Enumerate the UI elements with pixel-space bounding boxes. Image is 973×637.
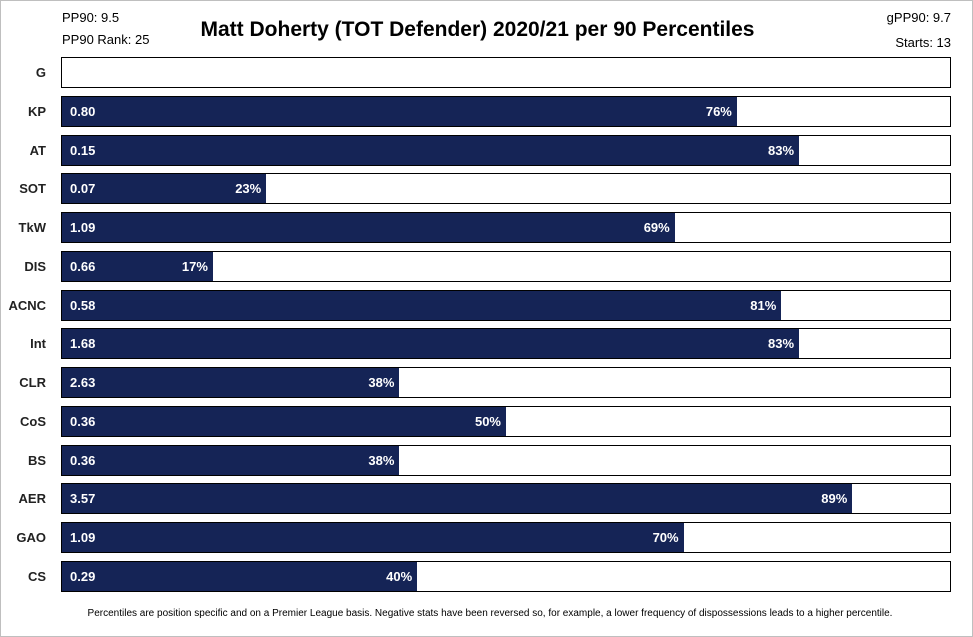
bar-percentile-label: 40% [386,569,413,584]
bar-fill-kp [62,96,737,126]
bar-value-label: 0.58 [70,297,96,313]
bar-value-label: 2.63 [70,375,96,391]
bar-fill-int [62,329,800,359]
bar-percentile-label: 83% [768,142,795,158]
bar-track-int: 1.68 83% [61,328,951,360]
category-label-cos: CoS [20,413,46,429]
bar-value-label: 1.09 [70,530,96,546]
category-label-sot: SOT [19,181,46,197]
pp90-stat: PP90: 9.5 [62,10,120,25]
bar-percentile-label: 17% [181,258,208,274]
bar-track-clr: 2.63 38% [61,367,951,399]
bar-fill-cs [62,562,418,591]
bar-track-bs: 0.36 38% [61,444,951,476]
bar-fill-acnc [62,290,782,320]
bar-track-gao: 1.09 70% [61,522,951,554]
starts-stat: Starts: 13 [895,35,951,50]
bar-value-label: 0.15 [70,142,96,158]
category-label-dis: DIS [24,258,46,274]
bar-track-tkw: 1.09 69% [61,212,951,244]
category-label-acnc: ACNC [8,297,46,313]
bar-value-label: 1.09 [70,220,96,236]
bar-value-label: 3.57 [70,491,96,507]
bar-fill-gao [62,523,684,553]
bar-percentile-label: 50% [474,413,501,429]
bar-fill-dis [62,251,213,281]
category-label-bs: BS [27,452,46,468]
bar-track-at: 0.15 83% [61,134,951,166]
category-label-gao: GAO [16,530,46,546]
category-label-cs: CS [27,569,46,584]
bar-value-label: 0.36 [70,413,96,429]
bar-percentile-label: 76% [705,103,732,119]
bar-fill-aer [62,484,853,514]
bar-value-label: 1.68 [70,336,96,352]
bar-fill-cos [62,406,506,436]
bar-fill-at [62,135,800,165]
bar-value-label: 0.29 [70,569,96,584]
pp90-rank-stat: PP90 Rank: 25 [62,32,150,47]
category-label-aer: AER [18,491,46,507]
bar-value-label: 0.07 [70,181,96,197]
bar-fill-bs [62,445,400,475]
bar-track-kp: 0.80 76% [61,95,951,127]
bar-percentile-label: 69% [643,220,670,236]
category-label-tkw: TkW [18,220,46,236]
bar-percentile-label: 38% [368,375,395,391]
category-label-kp: KP [27,103,46,119]
bar-value-label: 0.66 [70,258,96,274]
category-label-int: Int [30,336,46,352]
bar-fill-sot [62,174,267,204]
bar-percentile-label: 23% [235,181,262,197]
bar-track-g [61,57,951,88]
category-label-g: G [35,65,46,80]
gpp90-stat: gPP90: 9.7 [886,10,951,25]
bar-percentile-label: 70% [652,530,679,546]
bar-value-label: 0.80 [70,103,96,119]
bar-percentile-label: 83% [768,336,795,352]
bar-track-acnc: 0.58 81% [61,289,951,321]
category-label-at: AT [29,142,46,158]
bar-percentile-label: 81% [750,297,777,313]
bar-track-cs: 0.29 40% [61,561,951,592]
bar-fill-tkw [62,213,675,243]
chart-title: Matt Doherty (TOT Defender) 2020/21 per … [200,18,755,41]
bar-percentile-label: 89% [821,491,848,507]
bar-value-label: 0.36 [70,452,96,468]
bar-track-dis: 0.66 17% [61,250,951,282]
bar-track-sot: 0.07 23% [61,173,951,205]
footnote: Percentiles are position specific and on… [87,608,893,619]
bar-percentile-label: 38% [368,452,395,468]
bar-track-cos: 0.36 50% [61,405,951,437]
bar-fill-clr [62,368,400,398]
bar-track-aer: 3.57 89% [61,483,951,515]
category-label-clr: CLR [19,375,46,391]
